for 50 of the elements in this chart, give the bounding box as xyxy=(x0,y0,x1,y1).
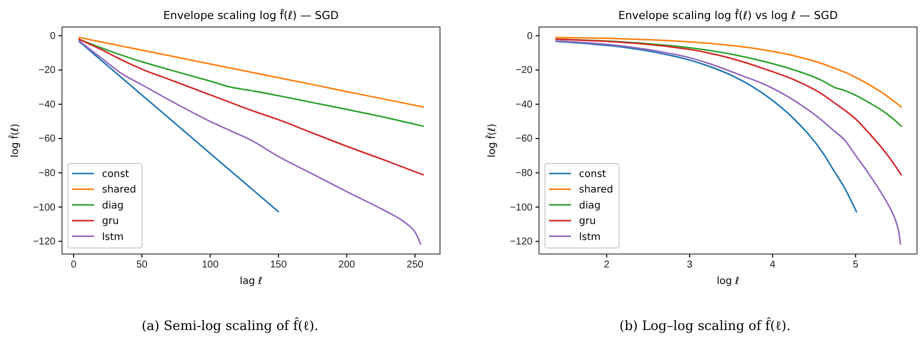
y-tick-label: 0 xyxy=(50,30,56,42)
x-tick-label: 5 xyxy=(852,260,859,271)
line-series xyxy=(555,38,902,176)
legend-label: shared xyxy=(579,184,614,196)
x-tick-label: 3 xyxy=(686,260,693,271)
y-tick-label: −20 xyxy=(516,65,533,76)
x-tick-label: 250 xyxy=(406,260,424,271)
legend-label: diag xyxy=(102,200,124,212)
x-axis-title: log ℓ xyxy=(716,276,740,287)
y-tick-label: −120 xyxy=(32,236,56,248)
chart-title: Envelope scaling log f̂(ℓ) vs log ℓ — SGD xyxy=(618,8,838,22)
line-series xyxy=(555,40,902,245)
y-axis-title: log f̂(ℓ) xyxy=(8,123,21,158)
line-series xyxy=(78,40,280,212)
x-tick-label: 50 xyxy=(136,260,148,271)
y-tick-label: −40 xyxy=(516,99,533,110)
x-tick-label: 150 xyxy=(270,260,288,271)
x-tick-label: 200 xyxy=(338,260,356,271)
legend-label: shared xyxy=(102,184,136,196)
x-tick-label: 100 xyxy=(202,260,219,271)
chart-title: Envelope scaling log f̂(ℓ) — SGD xyxy=(163,8,339,22)
legend-label: lstm xyxy=(102,232,124,243)
y-axis-title: log f̂(ℓ) xyxy=(485,123,498,158)
y-tick-label: −100 xyxy=(32,202,56,214)
y-tick-label: −60 xyxy=(516,134,533,145)
line-series xyxy=(555,36,902,108)
text: (b) Log–log scaling of f̂(ℓ). xyxy=(619,317,791,334)
text: (a) Semi-log scaling of f̂(ℓ). xyxy=(142,317,318,334)
legend-label: gru xyxy=(102,216,119,228)
legend-label: const xyxy=(102,169,130,180)
legend-label: const xyxy=(579,169,606,180)
y-tick-label: −60 xyxy=(38,134,56,145)
y-tick-label: 0 xyxy=(526,30,533,42)
y-tick-label: −80 xyxy=(38,168,56,179)
y-tick-label: −20 xyxy=(38,65,56,76)
y-tick-label: −80 xyxy=(516,168,533,179)
x-tick-label: 2 xyxy=(604,260,610,271)
legend-label: lstm xyxy=(579,232,601,243)
y-tick-label: −40 xyxy=(38,99,56,110)
line-series xyxy=(78,36,424,108)
x-tick-label: 4 xyxy=(770,260,776,271)
x-axis-title: lag ℓ xyxy=(240,276,262,287)
x-tick-label: 0 xyxy=(70,260,77,271)
legend-label: diag xyxy=(579,200,601,212)
legend-label: gru xyxy=(579,216,596,228)
y-tick-label: −120 xyxy=(510,236,533,248)
line-series xyxy=(555,40,858,212)
y-tick-label: −100 xyxy=(510,202,533,214)
line-series xyxy=(78,40,422,245)
line-series xyxy=(78,38,424,176)
